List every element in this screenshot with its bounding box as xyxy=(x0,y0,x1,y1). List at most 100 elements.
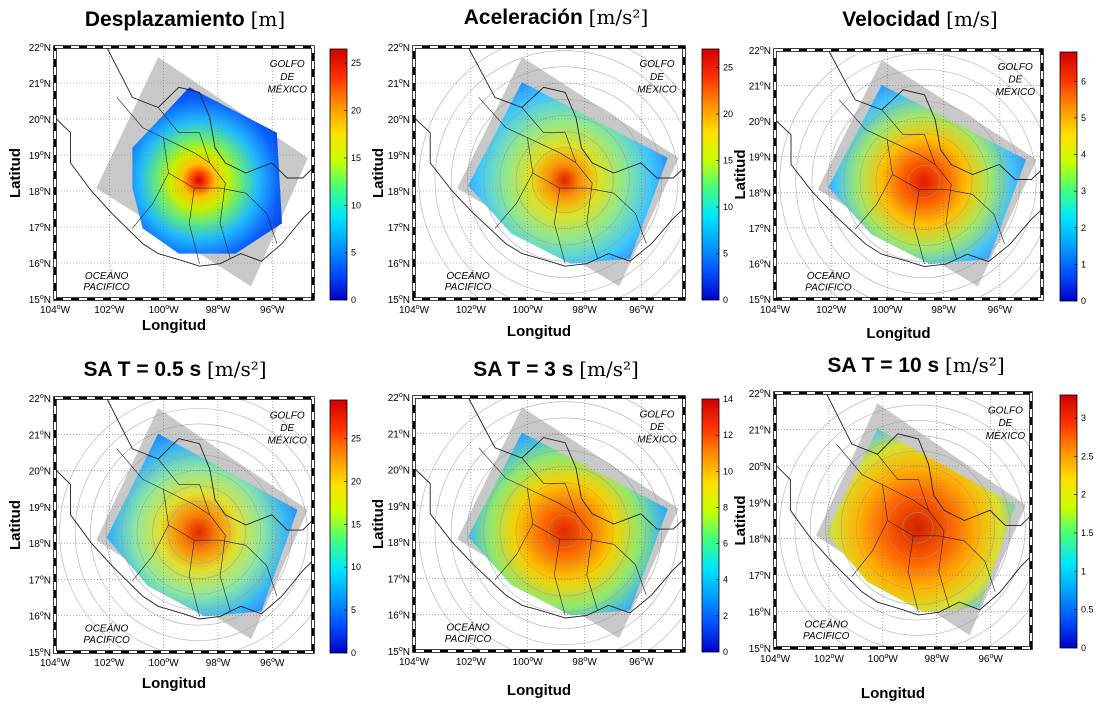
distance-ring xyxy=(809,419,1026,636)
y-tick-label: 18oN xyxy=(749,534,771,546)
state-border xyxy=(913,189,925,265)
ocean-label: PACIFICO xyxy=(445,634,492,645)
distance-ring xyxy=(105,439,293,626)
x-axis-label: Longitud xyxy=(507,323,571,340)
distance-ring xyxy=(167,500,231,564)
x-axis-label: Longitud xyxy=(861,685,925,702)
y-tick-label: 22oN xyxy=(388,392,410,404)
x-tick-label: 104oW xyxy=(40,304,71,316)
ocean-label: PACIFICO xyxy=(445,282,492,293)
colorbar-tick-label: 10 xyxy=(351,562,361,572)
gulf-label: MÉXICO xyxy=(267,82,307,95)
y-tick-label: 15oN xyxy=(388,294,410,306)
state-border xyxy=(887,520,996,592)
gulf-label: GOLFO xyxy=(988,405,1023,416)
y-tick-label: 20oN xyxy=(749,116,771,128)
map-border-dash xyxy=(413,46,685,300)
colorbar xyxy=(701,48,720,301)
x-axis-label: Longitud xyxy=(142,317,206,334)
gulf-label: GOLFO xyxy=(639,409,674,420)
colorbar-tick-label: 15 xyxy=(351,153,361,163)
y-axis-label: Latitud xyxy=(370,148,387,198)
y-tick-label: 15oN xyxy=(29,647,51,659)
x-tick-label: 96oW xyxy=(260,304,285,316)
x-axis-label: Longitud xyxy=(507,682,571,699)
ocean-label: OCEÁNO xyxy=(807,269,851,282)
x-tick-label: 96oW xyxy=(978,653,1003,665)
colorbar-tick-label: 5 xyxy=(1081,113,1086,123)
colorbar-tick-label: 1 xyxy=(1081,259,1086,269)
distance-ring xyxy=(840,450,995,605)
distance-ring xyxy=(825,435,1011,621)
colorbar-tick-label: 0 xyxy=(1081,643,1086,653)
distance-ring xyxy=(434,401,684,651)
gulf-coastline xyxy=(467,397,684,530)
colorbar xyxy=(701,398,720,653)
map-border-dash xyxy=(54,397,314,653)
state-border xyxy=(188,188,200,264)
gulf-coastline xyxy=(106,47,313,179)
colorbar-tick-label: 20 xyxy=(351,476,361,486)
x-tick-label: 104oW xyxy=(399,304,430,316)
y-tick-label: 21oN xyxy=(29,429,51,441)
y-tick-label: 18oN xyxy=(29,538,51,550)
gulf-coastline xyxy=(828,50,1042,180)
colorbar-tick-label: 0 xyxy=(351,295,356,305)
panel-title: SA T = 10 s [m/s²] xyxy=(827,353,1004,377)
state-border xyxy=(163,489,210,516)
state-border xyxy=(882,484,929,511)
colorbar-tick-label: 15 xyxy=(351,519,361,529)
colorbar-tick-label: 5 xyxy=(351,248,356,258)
gulf-label: MÉXICO xyxy=(637,82,677,95)
y-tick-label: 18oN xyxy=(388,186,410,198)
x-tick-label: 98oW xyxy=(206,304,231,316)
coastline xyxy=(775,119,1042,268)
colorbar-tick-label: 0 xyxy=(351,648,356,658)
x-tick-label: 104oW xyxy=(40,657,71,669)
colorbar-tick-label: 2 xyxy=(1081,490,1086,500)
distance-ring xyxy=(121,454,277,610)
x-tick-label: 104oW xyxy=(399,656,430,668)
colorbar-tick-label: 20 xyxy=(723,109,733,119)
distance-ring xyxy=(548,514,582,548)
distance-ring xyxy=(136,470,262,595)
y-tick-label: 21oN xyxy=(749,81,771,93)
y-axis-label: Latitud xyxy=(732,150,749,200)
y-tick-label: 19oN xyxy=(388,501,410,513)
y-tick-label: 22oN xyxy=(749,45,771,57)
gulf-label: MÉXICO xyxy=(637,433,677,446)
colorbar-tick-label: 4 xyxy=(1081,150,1086,160)
x-tick-label: 100oW xyxy=(513,656,544,668)
distance-ring xyxy=(891,149,957,214)
y-tick-label: 21oN xyxy=(388,78,410,90)
y-tick-label: 20oN xyxy=(749,461,771,473)
colorbar-tick-label: 10 xyxy=(351,200,361,210)
distance-ring xyxy=(152,485,246,579)
y-tick-label: 16oN xyxy=(388,610,410,622)
ocean-label: PACIFICO xyxy=(805,282,852,293)
gulf-label: MÉXICO xyxy=(996,85,1036,98)
state-border xyxy=(554,188,566,264)
colorbar-tick-label: 1 xyxy=(1081,566,1086,576)
y-tick-label: 19oN xyxy=(749,497,771,509)
state-border xyxy=(168,524,278,597)
coastline xyxy=(775,464,1031,616)
panel-title: Aceleración [m/s²] xyxy=(464,5,649,29)
colorbar xyxy=(329,48,348,301)
ocean-label: PACIFICO xyxy=(803,631,850,642)
distance-ring xyxy=(59,398,313,652)
y-tick-label: 20oN xyxy=(388,114,410,126)
x-tick-label: 102oW xyxy=(456,304,487,316)
state-border xyxy=(478,447,534,581)
y-tick-label: 22oN xyxy=(29,393,51,405)
colorbar-tick-label: 0.5 xyxy=(1081,605,1094,615)
distance-ring xyxy=(902,512,934,544)
y-tick-label: 17oN xyxy=(29,574,51,586)
coastline xyxy=(414,117,684,267)
colorbar-tick-label: 14 xyxy=(723,394,733,404)
ocean-label: OCEÁNO xyxy=(85,269,129,282)
x-tick-label: 98oW xyxy=(206,657,231,669)
distance-ring xyxy=(779,393,1031,648)
